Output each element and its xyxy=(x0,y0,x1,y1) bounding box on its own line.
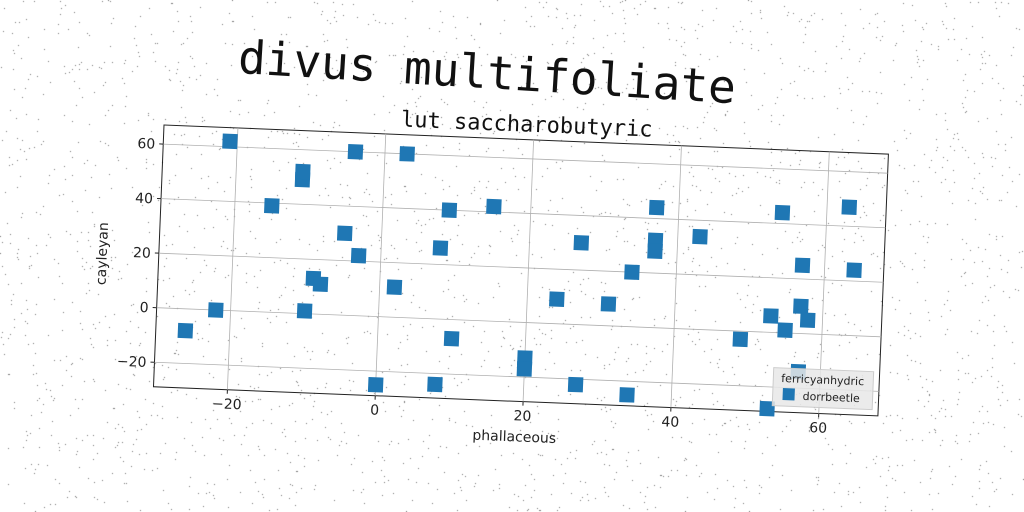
legend-marker xyxy=(782,388,794,400)
x-grid-line xyxy=(671,146,682,408)
data-point xyxy=(841,199,857,215)
data-point xyxy=(222,134,238,150)
y-tick-label: 40 xyxy=(135,191,153,208)
data-point xyxy=(517,361,533,377)
data-point xyxy=(777,322,793,338)
y-grid-line xyxy=(154,362,878,391)
data-point xyxy=(624,264,640,280)
data-point xyxy=(427,377,443,393)
data-point xyxy=(442,202,458,218)
data-point xyxy=(573,235,589,251)
y-tick-label: 0 xyxy=(139,300,149,316)
x-tick-label: 0 xyxy=(370,403,380,419)
data-point xyxy=(619,387,635,403)
legend-series-label: dorrbeetle xyxy=(802,390,860,405)
data-point xyxy=(795,258,811,274)
data-point xyxy=(568,377,584,393)
data-point xyxy=(433,240,449,256)
data-point xyxy=(733,332,749,348)
axis-ticks: −20 0 20 40 60 −20 0 20 40 60 xyxy=(115,136,838,437)
data-point xyxy=(793,298,809,314)
data-point xyxy=(178,323,194,339)
data-point xyxy=(800,312,816,328)
x-tick-label: 40 xyxy=(661,414,679,431)
x-axis-label: phallaceous xyxy=(472,428,556,447)
x-tick-label: −20 xyxy=(212,396,242,413)
data-point xyxy=(399,146,415,162)
x-grid-line xyxy=(227,128,238,390)
data-point xyxy=(647,243,663,259)
plot-group: lut saccharobutyric −20 0 20 40 60 −20 0 20 40 60… xyxy=(88,95,890,459)
data-point xyxy=(846,262,862,278)
y-tick-label: −20 xyxy=(117,354,147,371)
data-point xyxy=(297,303,313,319)
x-grid-line xyxy=(375,134,386,396)
data-point xyxy=(692,229,708,245)
chart-title: lut saccharobutyric xyxy=(401,108,653,143)
data-point xyxy=(348,144,364,160)
data-point xyxy=(601,296,617,312)
data-point xyxy=(763,308,779,324)
x-tick-label: 20 xyxy=(513,408,531,425)
data-point xyxy=(337,226,353,242)
y-tick-label: 60 xyxy=(137,136,155,153)
data-point xyxy=(649,200,665,216)
y-tick-label: 20 xyxy=(133,245,151,262)
data-point xyxy=(351,248,367,264)
x-tick-label: 60 xyxy=(809,420,827,437)
data-point xyxy=(486,199,502,215)
y-grid-line xyxy=(163,144,887,173)
data-point xyxy=(387,279,403,295)
y-axis-label: cayleyan xyxy=(94,222,113,285)
data-point xyxy=(368,377,384,393)
data-point xyxy=(208,302,224,318)
legend: ferricyanhydric dorrbeetle xyxy=(772,368,873,410)
data-point xyxy=(549,291,565,307)
data-point xyxy=(444,331,460,347)
data-point xyxy=(775,205,791,221)
y-grid-line xyxy=(159,253,883,282)
data-point xyxy=(313,276,329,292)
data-point xyxy=(295,164,311,180)
data-point xyxy=(264,198,280,214)
